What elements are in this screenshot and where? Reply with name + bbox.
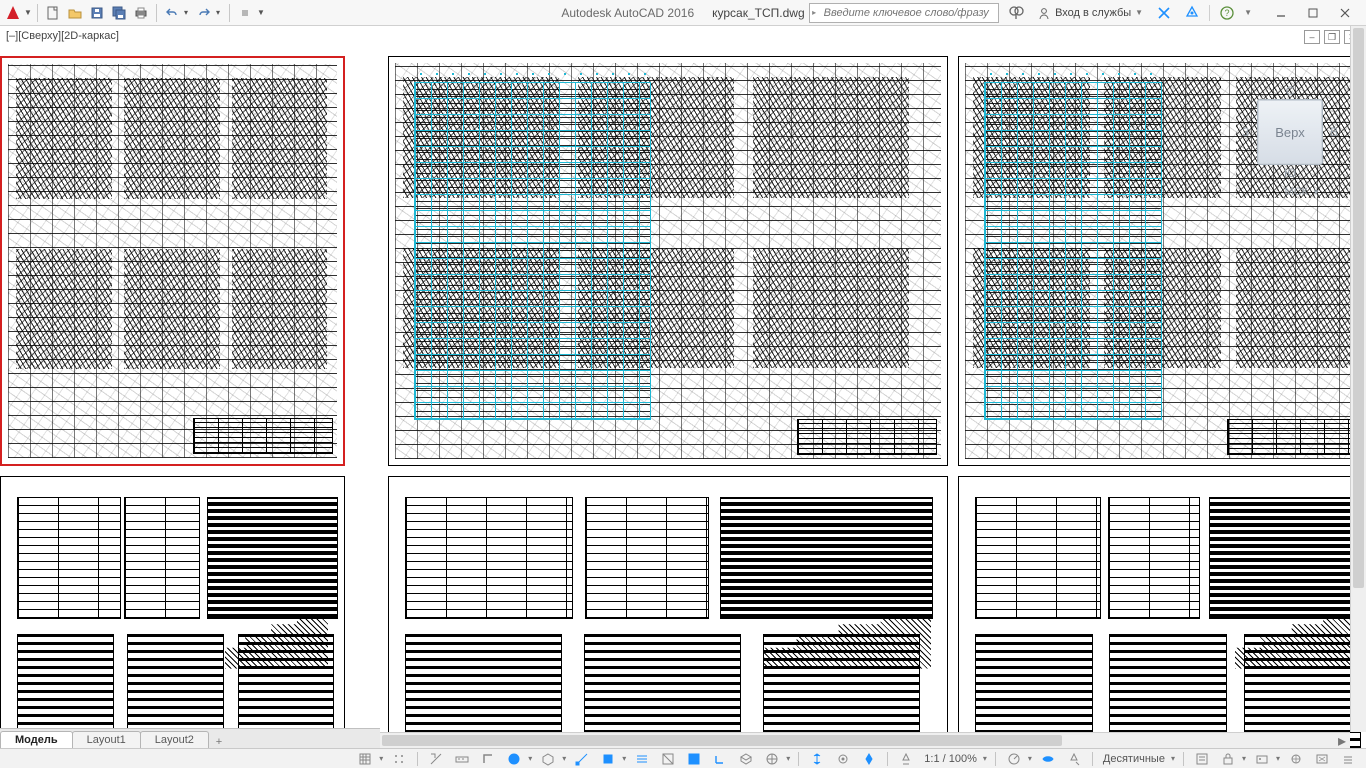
viewcube-east[interactable]: В [1330,125,1338,139]
selection-filter[interactable] [805,750,829,768]
tab-layout1[interactable]: Layout1 [72,731,141,748]
annotation-visibility[interactable] [1036,750,1060,768]
viewcube-face[interactable]: Верх [1257,99,1323,165]
viewport-label[interactable]: [–][Сверху][2D-каркас] [6,30,119,42]
minimize-button[interactable] [1266,3,1296,23]
search-go-icon[interactable] [1005,2,1027,24]
osnap-toggle[interactable] [570,750,594,768]
wcs-label[interactable]: МСК▼ [1285,186,1320,198]
signin-label: Вход в службы [1055,7,1131,19]
quick-properties[interactable] [1190,750,1214,768]
polar-toggle[interactable] [502,750,526,768]
print-button[interactable] [131,3,151,23]
open-button[interactable] [65,3,85,23]
viewcube-south[interactable]: Ю [1284,166,1296,180]
layout-tabs: Модель Layout1 Layout2 + [0,728,380,748]
dynamic-input[interactable] [450,750,474,768]
gizmo-toggle[interactable] [760,750,784,768]
customization[interactable] [1336,750,1360,768]
app-menu-dropdown[interactable]: ▼ [24,8,32,17]
drawing-sheet[interactable] [0,476,345,748]
horizontal-scrollbar[interactable]: ◂▸ [380,732,1350,748]
drawing-sheet[interactable] [388,476,948,748]
clean-screen[interactable] [1310,750,1334,768]
tab-add[interactable]: + [208,736,230,748]
close-button[interactable] [1330,3,1360,23]
redo-button[interactable] [194,3,214,23]
statusbar: ▾ ▾ ▾ ▾ ▾ 1:1 / 100% ▾ ▾ Десятичные ▾ ▾ … [0,748,1366,768]
qat-customize[interactable] [235,3,255,23]
viewcube-north[interactable]: С [1286,84,1295,98]
vertical-scrollbar[interactable] [1350,26,1366,732]
new-button[interactable] [43,3,63,23]
lock-ui[interactable] [1216,750,1240,768]
isodraft-toggle[interactable] [536,750,560,768]
tab-model[interactable]: Модель [0,731,73,748]
drawing-sheet[interactable] [958,476,1366,748]
drawing-sheet[interactable] [388,56,948,466]
isolate-objects[interactable] [1284,750,1308,768]
redo-dropdown[interactable]: ▾ [216,8,224,17]
ortho-toggle[interactable] [476,750,500,768]
viewcube-west[interactable]: З [1242,125,1249,139]
hardware-accel[interactable] [1250,750,1274,768]
doc-restore[interactable]: ❐ [1324,30,1340,44]
model-canvas[interactable] [0,26,1366,748]
infer-constraints[interactable] [424,750,448,768]
workspace-dropdown[interactable]: ▼ [257,8,265,17]
maximize-button[interactable] [1298,3,1328,23]
signin-button[interactable]: Вход в службы ▼ [1033,6,1147,20]
a360-icon[interactable] [1181,2,1203,24]
save-button[interactable] [87,3,107,23]
gizmo2[interactable] [831,750,855,768]
tab-layout2[interactable]: Layout2 [140,731,209,748]
anno-scale-icon[interactable] [894,750,918,768]
ucs-icon[interactable] [708,750,732,768]
exchange-icon[interactable] [1153,2,1175,24]
3dosnap-toggle[interactable] [596,750,620,768]
3d-toggle[interactable] [734,750,758,768]
title-right: ▸ Вход в службы ▼ ? ▼ [809,2,1366,24]
viewcube[interactable]: Верх С Ю В З [1244,86,1336,178]
snap-toggle[interactable] [387,750,411,768]
help-icon[interactable]: ? [1216,2,1238,24]
workspace: [–][Сверху][2D-каркас] – ❐ ✕ Верх С Ю В … [0,26,1366,748]
title-center: Autodesk AutoCAD 2016 курсак_ТСП.dwg [561,6,804,20]
infocenter-search[interactable]: ▸ [809,3,999,23]
svg-text:?: ? [1225,8,1230,18]
annotation-monitor[interactable] [857,750,881,768]
drawing-sheet[interactable] [0,56,345,466]
app-name: Autodesk AutoCAD 2016 [561,6,694,20]
units-label[interactable]: Десятичные [1099,753,1169,765]
autocad-logo-icon[interactable] [4,4,22,22]
doc-minimize[interactable]: – [1304,30,1320,44]
saveas-button[interactable] [109,3,129,23]
titlebar: ▼ ▾ ▾ ▼ Autodesk AutoCAD 2016 курсак_ТСП… [0,0,1366,26]
lineweight-toggle[interactable] [630,750,654,768]
undo-dropdown[interactable]: ▾ [184,8,192,17]
grid-toggle[interactable] [353,750,377,768]
undo-button[interactable] [162,3,182,23]
workspace-switch[interactable] [1002,750,1026,768]
autoscale[interactable] [1062,750,1086,768]
selection-cycling[interactable] [682,750,706,768]
annotation-scale[interactable]: 1:1 / 100% [920,753,981,765]
transparency-toggle[interactable] [656,750,680,768]
window-controls [1266,3,1360,23]
search-input[interactable] [820,7,998,19]
quick-access-toolbar: ▼ ▾ ▾ ▼ [0,3,265,23]
file-name: курсак_ТСП.dwg [712,6,805,20]
